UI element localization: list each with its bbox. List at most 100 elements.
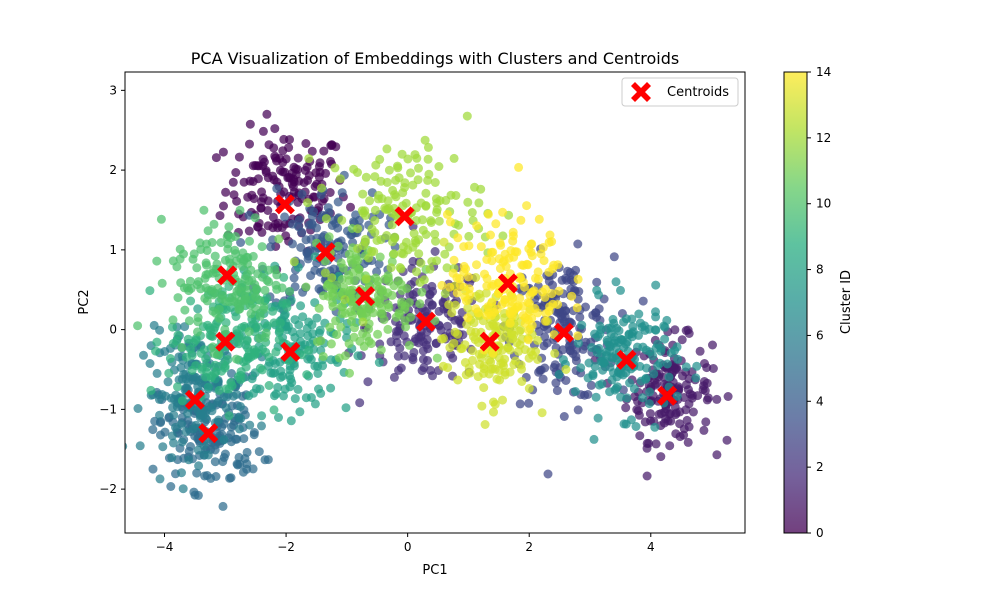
colorbar-gradient	[784, 72, 807, 533]
scatter-point	[644, 438, 654, 448]
scatter-point	[467, 208, 477, 217]
scatter-point	[449, 255, 459, 265]
scatter-point	[196, 245, 206, 254]
colorbar: 0 2 4 6 8 10 12 14 Cluster ID	[783, 65, 854, 540]
scatter-point	[396, 363, 406, 373]
scatter-point	[421, 188, 431, 198]
scatter-point	[616, 285, 625, 295]
scatter-point	[498, 207, 508, 217]
scatter-point	[602, 351, 611, 361]
scatter-point	[320, 268, 330, 278]
scatter-point	[675, 432, 685, 442]
scatter-point	[563, 266, 573, 276]
scatter-point	[270, 391, 279, 401]
scatter-point	[474, 308, 483, 318]
scatter-point	[304, 345, 314, 355]
scatter-point	[684, 422, 694, 432]
scatter-point	[468, 346, 477, 356]
scatter-point	[479, 383, 489, 393]
scatter-point	[416, 331, 426, 341]
scatter-point	[509, 360, 519, 369]
centroid-marker	[198, 423, 219, 444]
scatter-point	[541, 316, 550, 326]
scatter-point	[517, 377, 527, 386]
scatter-point	[193, 317, 203, 327]
scatter-point	[506, 328, 516, 338]
scatter-point	[515, 399, 525, 409]
scatter-point	[550, 360, 560, 370]
scatter-point	[275, 154, 285, 163]
scatter-point	[151, 346, 161, 356]
scatter-point	[175, 244, 185, 254]
scatter-point	[375, 154, 385, 164]
scatter-point	[673, 354, 683, 364]
scatter-point	[209, 264, 219, 274]
scatter-point	[428, 371, 437, 381]
scatter-point	[619, 317, 629, 327]
scatter-point	[392, 338, 402, 347]
scatter-point	[304, 154, 314, 164]
scatter-point	[656, 452, 666, 462]
scatter-point	[597, 379, 607, 389]
scatter-point	[723, 392, 733, 401]
scatter-point	[295, 407, 305, 417]
scatter-point	[287, 179, 297, 189]
scatter-point	[135, 441, 145, 451]
scatter-point	[432, 353, 442, 363]
scatter-point	[321, 214, 331, 224]
scatter-point	[257, 261, 267, 271]
scatter-point	[472, 221, 482, 231]
x-axis: −4 −2 0 2 4	[156, 533, 655, 554]
scatter-point	[375, 294, 385, 304]
scatter-point	[202, 296, 212, 306]
scatter-point	[448, 353, 458, 363]
scatter-point	[558, 355, 568, 365]
scatter-point	[524, 398, 534, 408]
scatter-point	[189, 338, 199, 348]
scatter-point	[634, 309, 644, 319]
scatter-point	[187, 350, 197, 360]
scatter-point	[450, 300, 460, 310]
scatter-point	[211, 308, 221, 318]
scatter-point	[346, 202, 355, 212]
scatter-point	[351, 254, 361, 264]
scatter-point	[304, 171, 314, 180]
scatter-point	[360, 206, 370, 216]
scatter-point	[319, 146, 329, 156]
scatter-point	[427, 257, 437, 266]
scatter-point	[464, 231, 474, 241]
scatter-point	[477, 401, 487, 411]
scatter-point	[420, 135, 430, 145]
scatter-point	[401, 322, 411, 332]
scatter-point	[361, 274, 371, 284]
scatter-point	[616, 392, 626, 402]
scatter-point	[307, 219, 317, 228]
scatter-point	[540, 332, 550, 342]
scatter-point	[306, 355, 316, 364]
scatter-point	[531, 347, 541, 356]
scatter-point	[201, 354, 211, 364]
scatter-point	[489, 397, 498, 407]
scatter-point	[208, 342, 218, 352]
legend-centroid-marker	[631, 82, 651, 102]
scatter-point	[430, 229, 440, 239]
scatter-point	[247, 295, 257, 305]
scatter-point	[389, 372, 399, 382]
scatter-point	[630, 392, 640, 402]
scatter-point	[192, 263, 202, 273]
scatter-point	[251, 161, 261, 170]
scatter-point	[209, 349, 219, 359]
scatter-point	[576, 363, 586, 373]
scatter-point	[396, 279, 406, 289]
scatter-point	[494, 254, 504, 264]
scatter-point	[274, 413, 283, 422]
scatter-point	[651, 307, 660, 317]
scatter-point	[289, 257, 299, 267]
scatter-point	[160, 427, 170, 437]
scatter-point	[125, 442, 128, 451]
scatter-point	[240, 296, 250, 306]
scatter-point	[515, 326, 524, 336]
scatter-point	[538, 374, 548, 384]
scatter-point	[259, 302, 269, 312]
scatter-point	[487, 247, 496, 257]
